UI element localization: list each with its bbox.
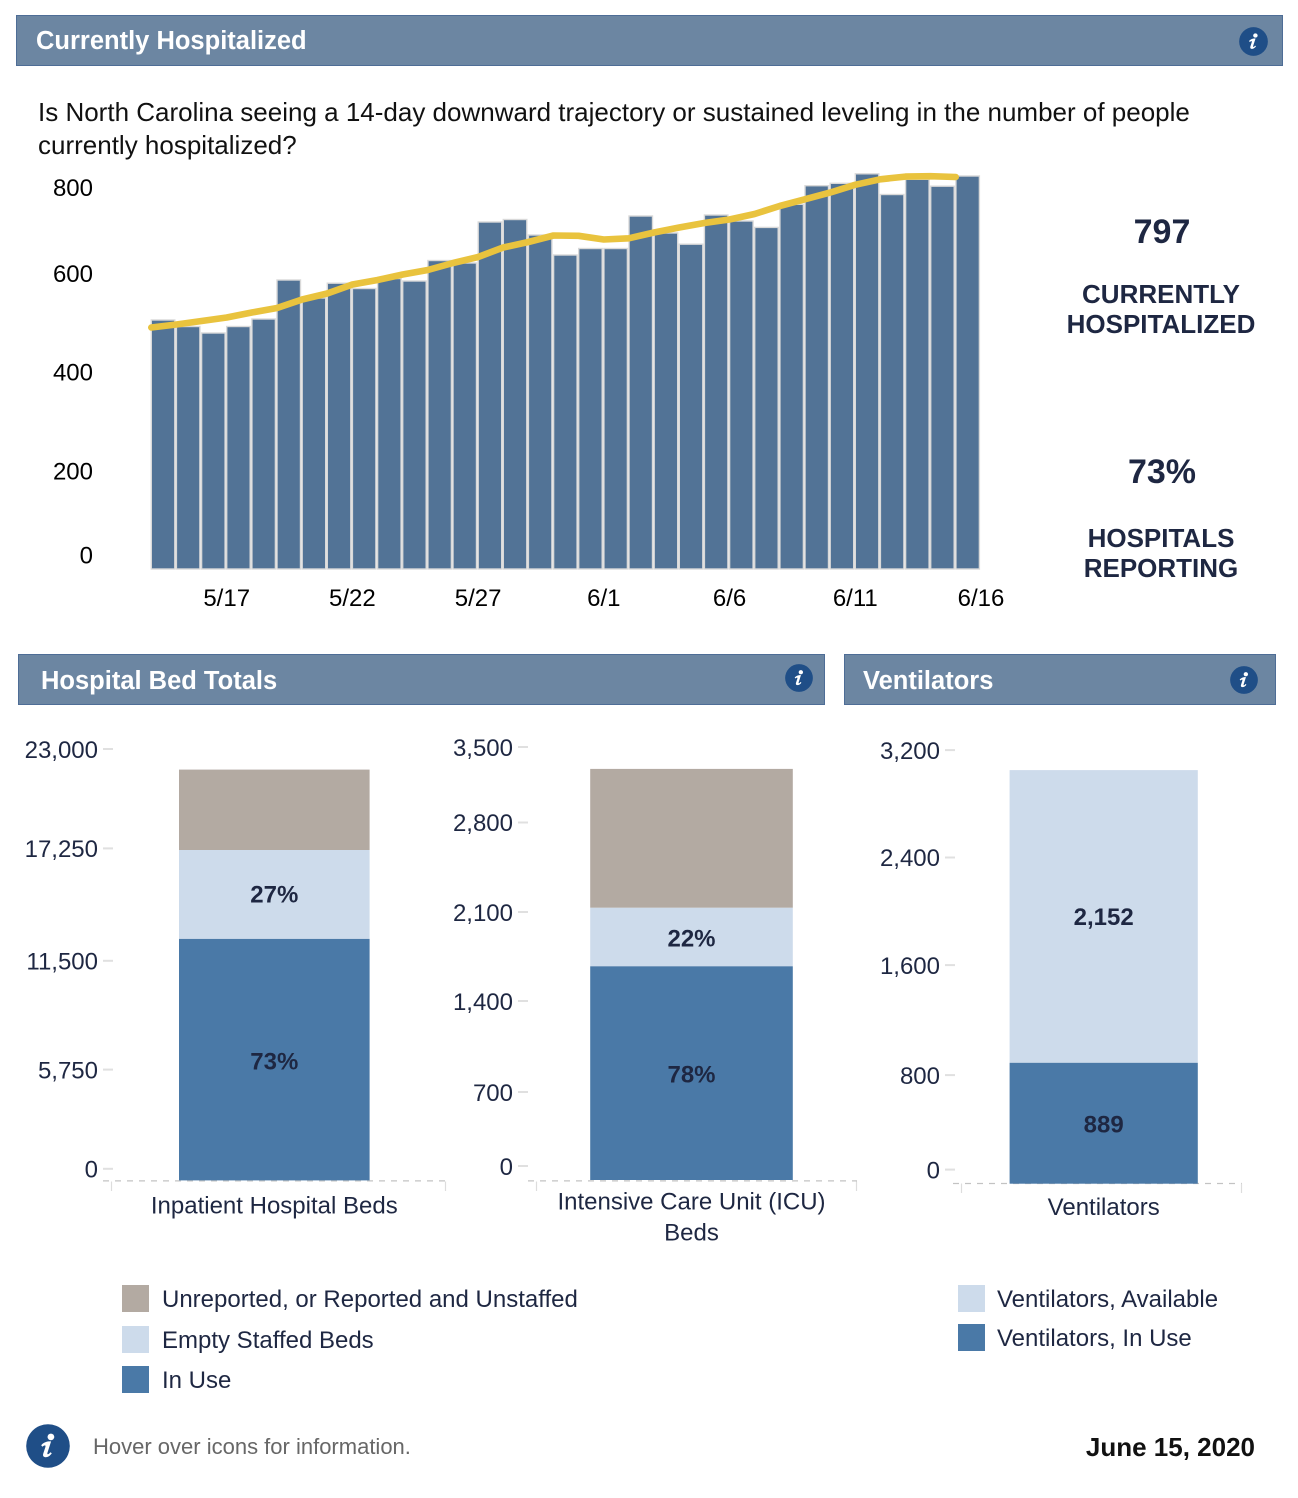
svg-text:22%: 22% (667, 926, 715, 953)
svg-text:11,500: 11,500 (26, 949, 98, 976)
svg-text:Intensive Care Unit (ICU): Intensive Care Unit (ICU) (557, 1189, 825, 1216)
svg-text:0: 0 (927, 1157, 940, 1184)
svg-text:Beds: Beds (664, 1220, 719, 1247)
svg-text:23,000: 23,000 (25, 737, 98, 764)
svg-text:3,500: 3,500 (453, 735, 513, 762)
svg-text:78%: 78% (667, 1062, 715, 1089)
svg-text:700: 700 (473, 1080, 513, 1107)
svg-text:5/17: 5/17 (203, 585, 250, 612)
svg-text:800: 800 (900, 1063, 940, 1090)
svg-text:17,250: 17,250 (25, 836, 98, 863)
svg-text:1,400: 1,400 (453, 989, 513, 1016)
svg-text:0: 0 (80, 543, 93, 570)
svg-text:600: 600 (53, 261, 93, 288)
svg-text:200: 200 (53, 459, 93, 486)
svg-text:6/6: 6/6 (713, 585, 746, 612)
svg-text:1,600: 1,600 (880, 953, 940, 980)
svg-text:5/22: 5/22 (329, 585, 376, 612)
svg-text:27%: 27% (250, 882, 298, 909)
svg-text:6/11: 6/11 (833, 585, 878, 612)
svg-text:889: 889 (1084, 1111, 1124, 1138)
svg-text:Inpatient Hospital Beds: Inpatient Hospital Beds (151, 1192, 398, 1219)
svg-text:0: 0 (500, 1154, 513, 1181)
svg-text:Ventilators: Ventilators (1048, 1194, 1160, 1221)
svg-text:800: 800 (53, 175, 93, 202)
svg-text:6/16: 6/16 (958, 585, 1005, 612)
svg-text:2,800: 2,800 (453, 810, 513, 837)
svg-text:5,750: 5,750 (38, 1057, 98, 1084)
svg-text:2,152: 2,152 (1074, 904, 1134, 931)
svg-text:3,200: 3,200 (880, 738, 940, 765)
svg-text:0: 0 (85, 1157, 98, 1184)
svg-text:73%: 73% (250, 1049, 298, 1076)
svg-text:400: 400 (53, 359, 93, 386)
svg-text:5/27: 5/27 (455, 585, 502, 612)
svg-text:6/1: 6/1 (587, 585, 620, 612)
svg-text:2,100: 2,100 (453, 900, 513, 927)
svg-text:2,400: 2,400 (880, 845, 940, 872)
